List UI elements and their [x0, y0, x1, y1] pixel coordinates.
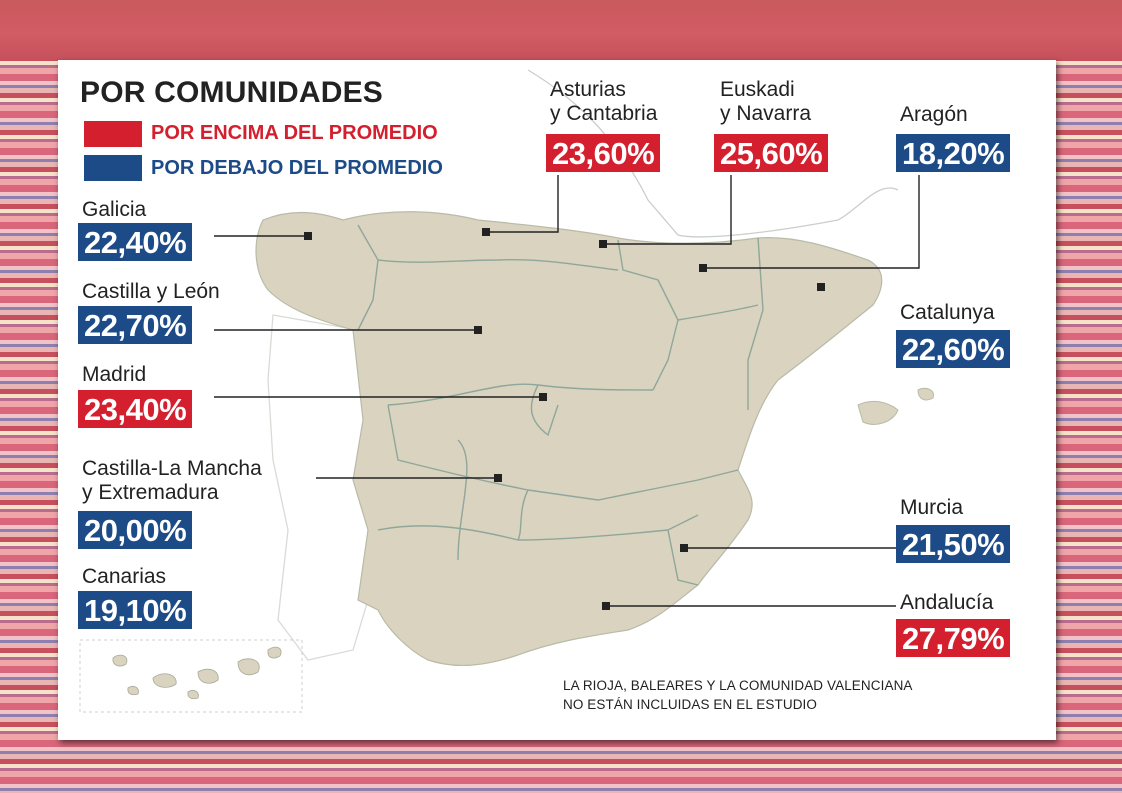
- region-label-catalunya: Catalunya: [900, 301, 995, 324]
- legend-above-label: POR ENCIMA DEL PROMEDIO: [151, 122, 438, 144]
- region-label-canarias: Canarias: [82, 565, 167, 588]
- canary-islands: [112, 646, 282, 700]
- map-title: POR COMUNIDADES: [80, 76, 384, 109]
- background-top-band: [0, 0, 1122, 58]
- region-label-galicia: Galicia: [82, 198, 147, 221]
- legend-below-swatch: [84, 155, 142, 181]
- region-value-castilla-la-mancha: 20,00%: [78, 511, 193, 549]
- region-label-andalucia: Andalucía: [900, 591, 994, 614]
- region-value-murcia: 21,50%: [896, 525, 1011, 563]
- region-value-canarias: 19,10%: [78, 591, 193, 629]
- region-markers: [304, 228, 825, 610]
- leader-lines: [214, 175, 920, 607]
- region-label-aragon: Aragón: [900, 103, 968, 126]
- spain-map: [79, 69, 935, 713]
- legend-below-label: POR DEBAJO DEL PROMEDIO: [151, 157, 443, 179]
- region-value-asturias-cantabria: 23,60%: [546, 134, 661, 172]
- region-value-castilla-leon: 22,70%: [78, 306, 193, 344]
- spain-landmass: [255, 211, 883, 667]
- region-value-catalunya: 22,60%: [896, 330, 1011, 368]
- region-borders: [357, 224, 764, 586]
- legend-above-swatch: [84, 121, 142, 147]
- region-value-madrid: 23,40%: [78, 390, 193, 428]
- region-value-galicia: 22,40%: [78, 223, 193, 261]
- region-label-asturias-cantabria: Asturias y Cantabria: [550, 78, 658, 125]
- footnote: LA RIOJA, BALEARES Y LA COMUNIDAD VALENC…: [563, 678, 913, 712]
- region-label-madrid: Madrid: [82, 363, 147, 386]
- region-label-euskadi-navarra: Euskadi y Navarra: [720, 78, 812, 125]
- canarias-inset: [79, 639, 303, 713]
- region-value-aragon: 18,20%: [896, 134, 1011, 172]
- region-value-euskadi-navarra: 25,60%: [714, 134, 829, 172]
- region-label-murcia: Murcia: [900, 496, 964, 519]
- coastline-france: [527, 69, 899, 238]
- infographic-card: POR COMUNIDADES POR ENCIMA DEL PROMEDIO …: [58, 60, 1056, 740]
- balearic-islands: [857, 400, 899, 425]
- region-label-castilla-leon: Castilla y León: [82, 280, 220, 303]
- region-value-andalucia: 27,79%: [896, 619, 1011, 657]
- region-label-castilla-la-mancha: Castilla-La Mancha y Extremadura: [82, 457, 262, 504]
- menorca: [917, 387, 935, 401]
